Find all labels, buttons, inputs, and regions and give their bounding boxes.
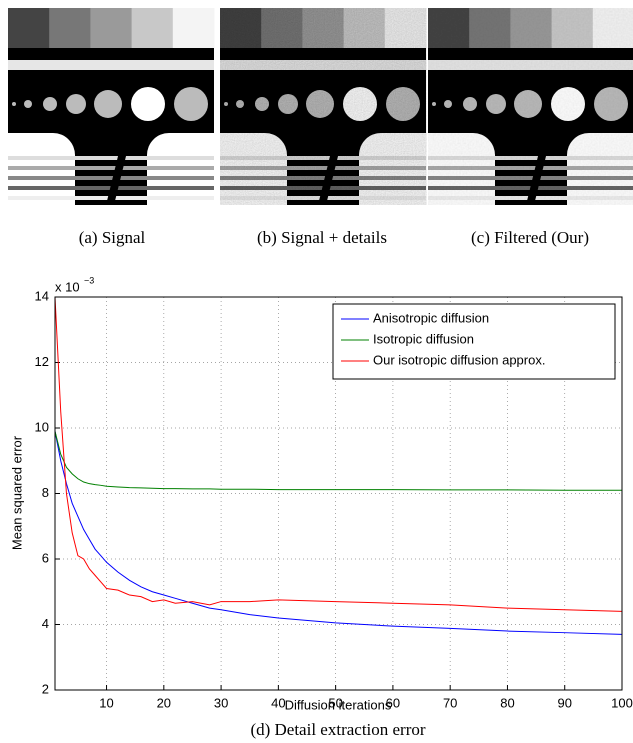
disc bbox=[343, 87, 377, 121]
disc bbox=[594, 87, 628, 121]
disc bbox=[306, 90, 334, 118]
stripe bbox=[220, 166, 426, 170]
x-tick-label: 70 bbox=[443, 695, 457, 710]
disc bbox=[255, 97, 269, 111]
disc bbox=[174, 87, 208, 121]
y-multiplier-exponent: −3 bbox=[84, 275, 94, 285]
image-panel bbox=[8, 8, 215, 205]
legend-label: Isotropic diffusion bbox=[373, 331, 474, 346]
gray-step bbox=[344, 8, 386, 48]
white-strip bbox=[220, 60, 426, 70]
legend-label: Our isotropic diffusion approx. bbox=[373, 352, 545, 367]
white-strip bbox=[428, 60, 633, 70]
gray-step bbox=[428, 8, 470, 48]
stripe bbox=[428, 176, 633, 180]
gray-step bbox=[469, 8, 511, 48]
gray-step bbox=[385, 8, 427, 48]
disc bbox=[444, 100, 452, 108]
gray-step bbox=[132, 8, 174, 48]
image-panel bbox=[428, 8, 633, 205]
gray-step bbox=[173, 8, 215, 48]
disc bbox=[551, 87, 585, 121]
x-tick-label: 20 bbox=[157, 695, 171, 710]
y-tick-label: 8 bbox=[42, 485, 49, 500]
disc bbox=[224, 102, 228, 106]
disc bbox=[24, 100, 32, 108]
disc bbox=[43, 97, 57, 111]
x-tick-label: 10 bbox=[99, 695, 113, 710]
x-tick-label: 50 bbox=[328, 695, 342, 710]
stripe bbox=[428, 156, 633, 160]
gray-step bbox=[90, 8, 132, 48]
panel-caption: (c) Filtered (Our) bbox=[471, 228, 589, 247]
disc bbox=[386, 87, 420, 121]
disc bbox=[236, 100, 244, 108]
y-tick-label: 14 bbox=[35, 288, 49, 303]
panel-caption: (b) Signal + details bbox=[257, 228, 387, 247]
white-strip bbox=[8, 60, 214, 70]
stripe bbox=[220, 176, 426, 180]
y-tick-label: 12 bbox=[35, 354, 49, 369]
disc bbox=[432, 102, 436, 106]
x-tick-label: 80 bbox=[500, 695, 514, 710]
figure: (a) Signal (b) Signal + details (c) Filt… bbox=[0, 0, 633, 743]
disc bbox=[278, 94, 298, 114]
x-tick-label: 60 bbox=[386, 695, 400, 710]
stripe bbox=[220, 156, 426, 160]
page: (a) Signal (b) Signal + details (c) Filt… bbox=[0, 0, 633, 743]
stripe bbox=[428, 166, 633, 170]
disc bbox=[66, 94, 86, 114]
stripe bbox=[8, 156, 214, 160]
x-tick-label: 40 bbox=[271, 695, 285, 710]
stripe bbox=[8, 176, 214, 180]
stripe bbox=[8, 166, 214, 170]
gray-step bbox=[220, 8, 262, 48]
y-tick-label: 2 bbox=[42, 681, 49, 696]
gray-step bbox=[552, 8, 594, 48]
legend-label: Anisotropic diffusion bbox=[373, 310, 489, 325]
x-tick-label: 100 bbox=[611, 695, 633, 710]
gray-step bbox=[302, 8, 344, 48]
y-tick-label: 10 bbox=[35, 419, 49, 434]
panel-caption: (a) Signal bbox=[79, 228, 146, 247]
disc bbox=[12, 102, 16, 106]
y-tick-label: 4 bbox=[42, 616, 49, 631]
chart-caption: (d) Detail extraction error bbox=[250, 720, 425, 739]
gray-step bbox=[593, 8, 633, 48]
x-tick-label: 30 bbox=[214, 695, 228, 710]
gray-step bbox=[261, 8, 303, 48]
disc bbox=[94, 90, 122, 118]
disc bbox=[463, 97, 477, 111]
image-panel bbox=[220, 8, 427, 205]
disc bbox=[486, 94, 506, 114]
gray-step bbox=[49, 8, 91, 48]
disc bbox=[514, 90, 542, 118]
gray-step bbox=[510, 8, 552, 48]
x-tick-label: 90 bbox=[557, 695, 571, 710]
disc bbox=[131, 87, 165, 121]
gray-step bbox=[8, 8, 50, 48]
y-tick-label: 6 bbox=[42, 550, 49, 565]
y-multiplier: x 10 bbox=[55, 279, 80, 294]
y-axis-label: Mean squared error bbox=[9, 435, 24, 550]
image-panels bbox=[8, 8, 633, 205]
